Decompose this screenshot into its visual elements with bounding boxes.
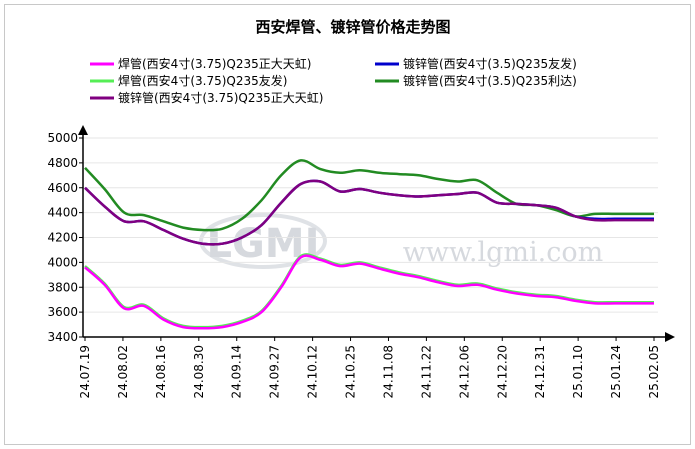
x-tick-label: 24.09.27 xyxy=(268,345,282,398)
watermark-url: www.lgmi.com xyxy=(403,237,603,268)
x-tick-label: 25.01.10 xyxy=(571,345,585,398)
legend-label-1: 焊管(西安4寸(3.75)Q235正大天虹) xyxy=(118,56,311,71)
legend-label-4: 镀锌管(西安4寸(3.5)Q235利达) xyxy=(403,73,577,88)
x-tick-label: 24.12.31 xyxy=(533,345,547,398)
series-line-1 xyxy=(84,254,654,330)
legend-label-3: 镀锌管(西安4寸(3.5)Q235友发) xyxy=(403,56,577,71)
price-line-chart: 西安焊管、镀锌管价格走势图 LGMI www.lgmi.com 3400 3600… xyxy=(47,18,675,398)
x-tick-label: 24.08.16 xyxy=(154,345,168,398)
y-tick-label: 4000 xyxy=(47,255,78,269)
legend-label-5: 镀锌管(西安4寸(3.75)Q235正大天虹) xyxy=(118,90,323,105)
series-lines xyxy=(84,159,654,330)
y-tick-label: 4400 xyxy=(47,206,78,220)
y-tick-label: 4800 xyxy=(47,156,78,170)
y-tick-label: 3400 xyxy=(47,330,78,344)
x-tick-label: 24.08.02 xyxy=(116,345,130,398)
y-tick-label: 4600 xyxy=(47,181,78,195)
x-tick-label: 24.12.06 xyxy=(457,345,471,398)
x-tick-label: 24.11.22 xyxy=(419,345,433,398)
watermark: LGMI www.lgmi.com xyxy=(199,213,603,269)
watermark-logo-ring xyxy=(199,213,327,269)
grid-lines xyxy=(83,137,658,338)
y-tick-label: 4200 xyxy=(47,231,78,245)
x-tick-label: 24.07.19 xyxy=(78,345,92,398)
axes xyxy=(78,125,675,342)
y-tick-label: 5000 xyxy=(47,131,78,145)
y-axis-arrow xyxy=(78,125,88,135)
x-tick-label: 24.09.14 xyxy=(230,345,244,398)
legend-label-2: 焊管(西安4寸(3.75)Q235友发) xyxy=(118,73,287,88)
x-tick-label: 24.11.08 xyxy=(381,345,395,398)
x-tick-label: 24.12.20 xyxy=(495,345,509,398)
x-tick-label: 24.08.30 xyxy=(192,345,206,398)
x-tick-label: 24.10.25 xyxy=(344,345,358,398)
x-tick-label: 24.10.12 xyxy=(306,345,320,398)
legend: 焊管(西安4寸(3.75)Q235正大天虹) 焊管(西安4寸(3.75)Q235友… xyxy=(90,56,577,105)
series-line-4 xyxy=(84,159,654,232)
x-tick-label: 25.01.24 xyxy=(609,345,623,398)
chart-title: 西安焊管、镀锌管价格走势图 xyxy=(255,18,450,36)
y-axis-ticks: 3400 3600 3800 4000 4200 4400 4600 4800 5000 xyxy=(47,131,83,344)
chart-frame: 西安焊管、镀锌管价格走势图 LGMI www.lgmi.com 3400 3600… xyxy=(4,4,691,445)
x-axis-ticks: 24.07.19 24.08.02 24.08.16 24.08.30 24.09.14… xyxy=(78,337,661,398)
x-axis-arrow xyxy=(665,332,675,342)
y-tick-label: 3600 xyxy=(47,305,78,319)
y-tick-label: 3800 xyxy=(47,280,78,294)
series-line-5 xyxy=(84,179,654,246)
x-tick-label: 25.02.05 xyxy=(647,345,661,398)
